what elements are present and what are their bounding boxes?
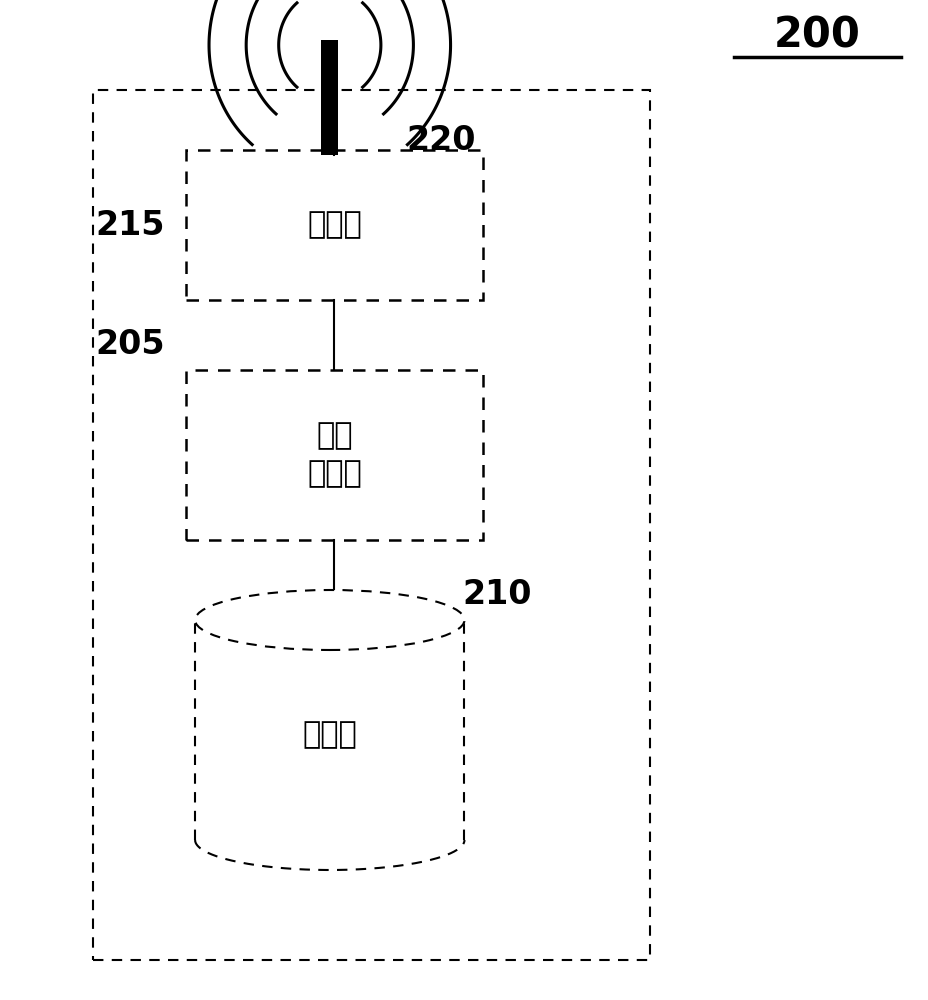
Text: 210: 210: [462, 578, 531, 611]
Bar: [186, 150, 483, 300]
Text: 200: 200: [773, 14, 860, 56]
Text: 设备
处理器: 设备 处理器: [307, 421, 361, 489]
Text: 收发器: 收发器: [307, 211, 361, 240]
Bar: [321, 40, 338, 155]
Text: 存儲器: 存儲器: [303, 720, 356, 750]
Text: 205: 205: [96, 328, 164, 361]
Bar: [93, 90, 650, 960]
Ellipse shape: [195, 590, 464, 650]
Bar: [195, 620, 464, 840]
Text: 215: 215: [96, 209, 164, 242]
Bar: [186, 370, 483, 540]
Text: 220: 220: [406, 123, 475, 156]
